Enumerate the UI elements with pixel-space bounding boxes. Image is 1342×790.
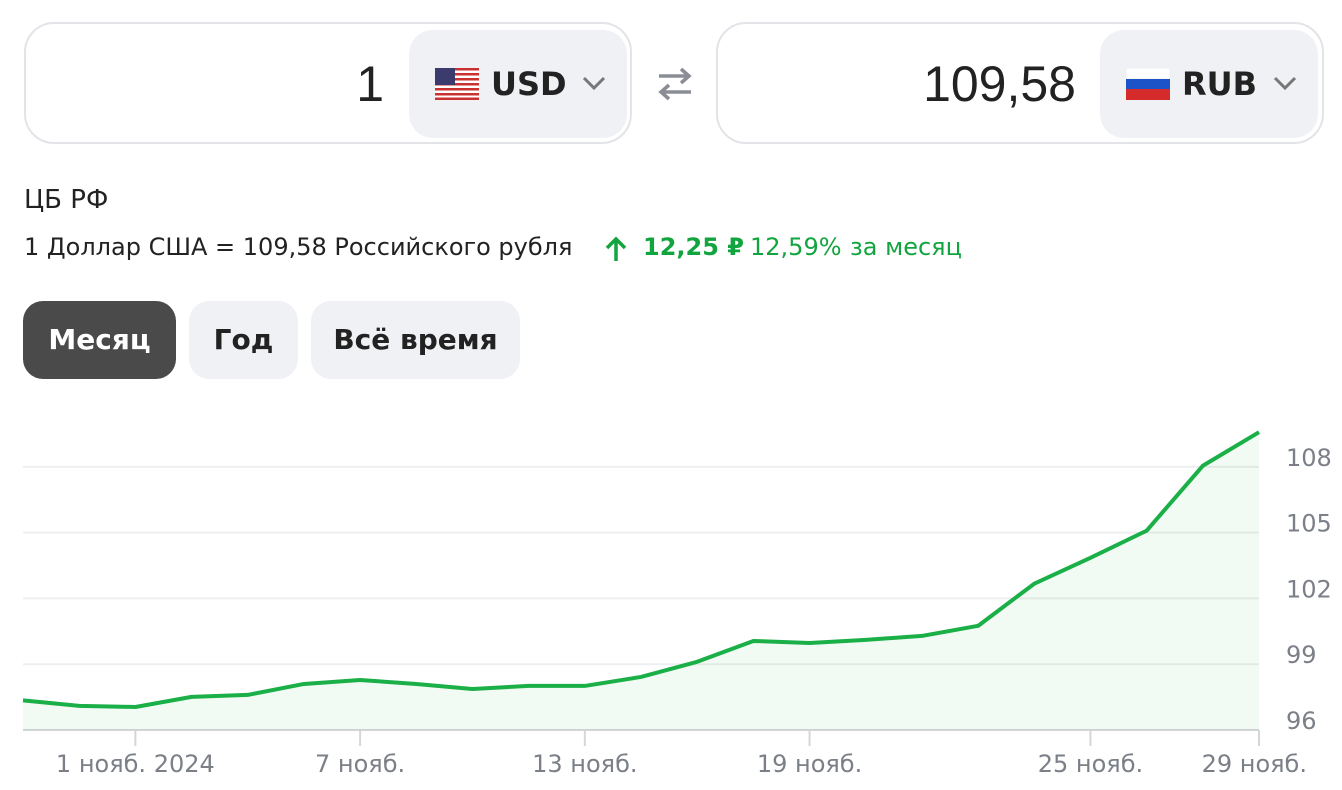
to-box[interactable] bbox=[716, 22, 1324, 144]
chevron bbox=[582, 76, 606, 91]
from-amount[interactable]: 1 bbox=[356, 56, 384, 112]
change-absolute: 12,25 ₽ bbox=[643, 233, 744, 261]
tab-all-time[interactable]: Всё время bbox=[311, 301, 520, 379]
rate-text: 1 Доллар США = 109,58 Российского рубля bbox=[24, 233, 573, 261]
ru-flag bbox=[1126, 68, 1170, 100]
from-currency-select[interactable]: USD bbox=[409, 30, 627, 138]
change-percent: 12,59% bbox=[750, 233, 842, 261]
x-tick-label: 25 нояб. bbox=[1038, 750, 1143, 778]
y-tick-label: 105 bbox=[1286, 510, 1332, 538]
x-tick-label: 29 нояб. bbox=[1202, 750, 1307, 778]
x-tick-label: 7 нояб. bbox=[315, 750, 405, 778]
area bbox=[23, 432, 1259, 730]
y-tick-label: 99 bbox=[1286, 641, 1317, 669]
rate-source: ЦБ РФ bbox=[24, 185, 109, 215]
to-currency: RUB bbox=[1182, 65, 1258, 103]
x-tick-label: 13 нояб. bbox=[532, 750, 637, 778]
swap-button[interactable] bbox=[655, 66, 695, 102]
x-tick-label: 19 нояб. bbox=[757, 750, 862, 778]
to-currency-select[interactable]: RUB bbox=[1100, 30, 1318, 138]
to-amount[interactable]: 109,58 bbox=[923, 56, 1076, 112]
us-flag bbox=[435, 68, 479, 100]
tab-month[interactable]: Месяц bbox=[23, 301, 176, 379]
from-box[interactable] bbox=[24, 22, 632, 144]
chevron bbox=[1273, 76, 1297, 91]
y-tick-label: 102 bbox=[1286, 575, 1332, 603]
tab-year[interactable]: Год bbox=[189, 301, 298, 379]
chart: 96 99 102 105 108 1 нояб. 2024 7 нояб. 13 нояб.… bbox=[22, 430, 1332, 778]
x-tick-label: 1 нояб. 2024 bbox=[56, 750, 215, 778]
from-currency: USD bbox=[491, 65, 567, 103]
up-arrow bbox=[605, 236, 627, 261]
y-tick-label: 108 bbox=[1286, 444, 1332, 472]
line bbox=[22, 430, 1261, 709]
y-tick-label: 96 bbox=[1286, 707, 1317, 735]
change-period: за месяц bbox=[850, 233, 962, 261]
